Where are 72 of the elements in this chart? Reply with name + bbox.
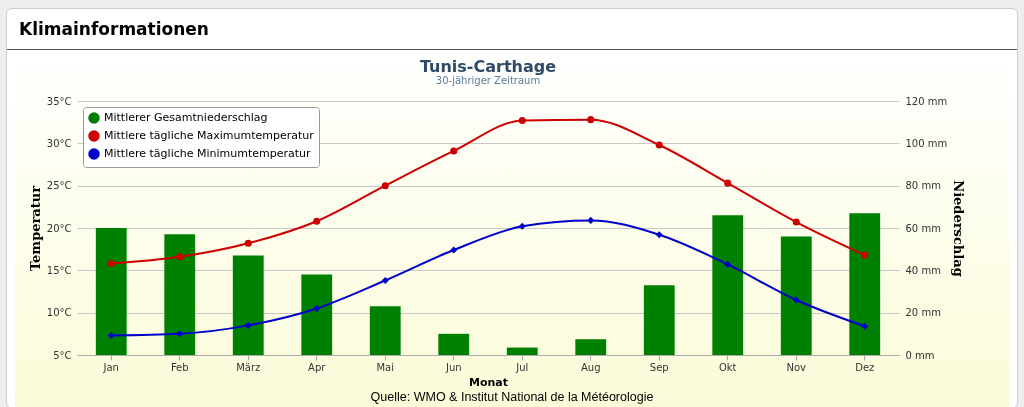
point bbox=[107, 331, 115, 340]
point bbox=[724, 179, 732, 187]
point bbox=[176, 330, 184, 338]
bar bbox=[849, 213, 881, 355]
y-tick-label: 35°C bbox=[46, 95, 72, 107]
point bbox=[450, 147, 458, 155]
x-tick-label: Mai bbox=[376, 361, 395, 373]
point bbox=[244, 239, 252, 247]
bar bbox=[506, 347, 538, 355]
y2-tick-label: 0 mm bbox=[905, 349, 935, 361]
y2-tick-label: 120 mm bbox=[905, 95, 948, 107]
x-tick-label: Jul bbox=[515, 361, 529, 373]
point bbox=[518, 222, 526, 230]
x-tick-label: Sep bbox=[649, 361, 669, 373]
y-tick-label: 10°C bbox=[46, 307, 72, 319]
x-tick-label: Apr bbox=[308, 361, 327, 373]
point bbox=[792, 218, 800, 226]
bar bbox=[232, 255, 264, 355]
point bbox=[381, 276, 389, 285]
y-tick-label: 30°C bbox=[46, 137, 72, 149]
x-tick-label: Jan bbox=[102, 361, 119, 373]
legend-label: Mittlerer Gesamtniederschlag bbox=[104, 111, 268, 124]
y-tick-label: 25°C bbox=[46, 180, 72, 192]
chart-subtitle: 30-jähriger Zeitraum bbox=[435, 75, 541, 86]
bar bbox=[164, 234, 196, 355]
x-tick-label: Aug bbox=[580, 361, 601, 373]
point bbox=[176, 253, 184, 261]
y2-axis-title: Niederschlag bbox=[951, 180, 967, 277]
y-tick-label: 5°C bbox=[53, 349, 72, 361]
point bbox=[107, 260, 115, 268]
bar bbox=[780, 236, 812, 355]
point bbox=[244, 321, 252, 329]
y2-tick-label: 100 mm bbox=[905, 137, 948, 149]
x-tick-label: März bbox=[236, 361, 261, 373]
point bbox=[655, 141, 663, 149]
x-tick-label: Okt bbox=[718, 361, 737, 373]
y2-tick-label: 20 mm bbox=[905, 307, 941, 319]
bar bbox=[301, 274, 333, 355]
bar bbox=[712, 215, 744, 355]
bar bbox=[575, 339, 607, 355]
point bbox=[861, 251, 869, 259]
chart-title: Tunis-Carthage bbox=[419, 57, 557, 76]
point bbox=[313, 217, 321, 225]
point bbox=[518, 116, 526, 124]
y2-tick-label: 40 mm bbox=[905, 264, 941, 276]
x-tick-label: Nov bbox=[786, 361, 807, 373]
point bbox=[313, 304, 321, 312]
point bbox=[587, 216, 595, 224]
x-tick-label: Feb bbox=[170, 361, 189, 373]
x-axis-title: Monat bbox=[468, 375, 509, 389]
y-tick-label: 15°C bbox=[46, 264, 72, 276]
y2-tick-label: 60 mm bbox=[905, 222, 941, 234]
y-axis-title: Temperatur bbox=[27, 185, 43, 272]
bar bbox=[95, 228, 127, 355]
x-tick-label: Jun bbox=[444, 361, 462, 373]
bar bbox=[438, 333, 470, 355]
text: Klimainformationen bbox=[7, 9, 1017, 50]
point bbox=[792, 296, 800, 304]
bar bbox=[643, 285, 675, 355]
legend-label: Mittlere tägliche Maximumtemperatur bbox=[104, 129, 315, 142]
point bbox=[587, 116, 595, 124]
x-tick-label: Dez bbox=[855, 361, 875, 373]
point bbox=[381, 182, 389, 190]
point bbox=[655, 231, 663, 239]
point bbox=[861, 322, 869, 330]
bar bbox=[369, 306, 401, 355]
y-tick-label: 20°C bbox=[46, 222, 72, 234]
point bbox=[724, 260, 732, 268]
y2-tick-label: 80 mm bbox=[905, 180, 941, 192]
point bbox=[450, 246, 458, 254]
legend-label: Mittlere tägliche Minimumtemperatur bbox=[104, 147, 312, 160]
source-note: Quelle: WMO & Institut National de la Météorologie bbox=[369, 390, 655, 404]
